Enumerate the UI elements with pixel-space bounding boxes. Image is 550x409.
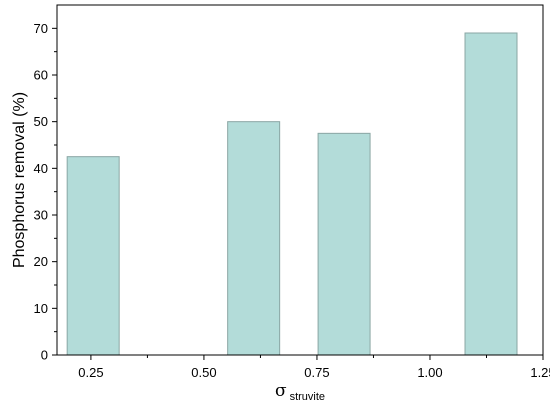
bar-4	[464, 32, 518, 356]
x-axis-subscript: struvite	[290, 391, 325, 403]
y-axis-title: Phosphorus removal (%)	[11, 92, 28, 268]
ticks-layer	[52, 27, 544, 360]
bar-1	[66, 156, 120, 356]
y-tick-label: 40	[34, 161, 48, 176]
y-tick-label: 60	[34, 68, 48, 83]
x-tick-label: 0.50	[191, 365, 216, 380]
bar-2	[227, 121, 281, 356]
y-tick-label: 10	[34, 301, 48, 316]
x-axis-symbol: σ	[275, 381, 287, 401]
plot-frame	[56, 4, 544, 356]
y-tick-label: 30	[34, 208, 48, 223]
x-tick-label: 1.25	[530, 365, 550, 380]
bar-3	[317, 132, 371, 356]
y-tick-label: 20	[34, 254, 48, 269]
x-tick-label: 0.75	[304, 365, 329, 380]
y-tick-label: 0	[41, 348, 48, 363]
bars-layer	[66, 32, 518, 356]
x-axis-title: σ struvite	[275, 381, 325, 403]
x-tick-label: 1.00	[417, 365, 442, 380]
y-tick-label: 50	[34, 114, 48, 129]
x-tick-label: 0.25	[78, 365, 103, 380]
tick-labels-layer: 0.25 0.50 0.75 1.00 1.25 0 10 20 30 40 50 60 70	[34, 21, 550, 380]
y-tick-label: 70	[34, 21, 48, 36]
axes-layer	[56, 4, 544, 356]
